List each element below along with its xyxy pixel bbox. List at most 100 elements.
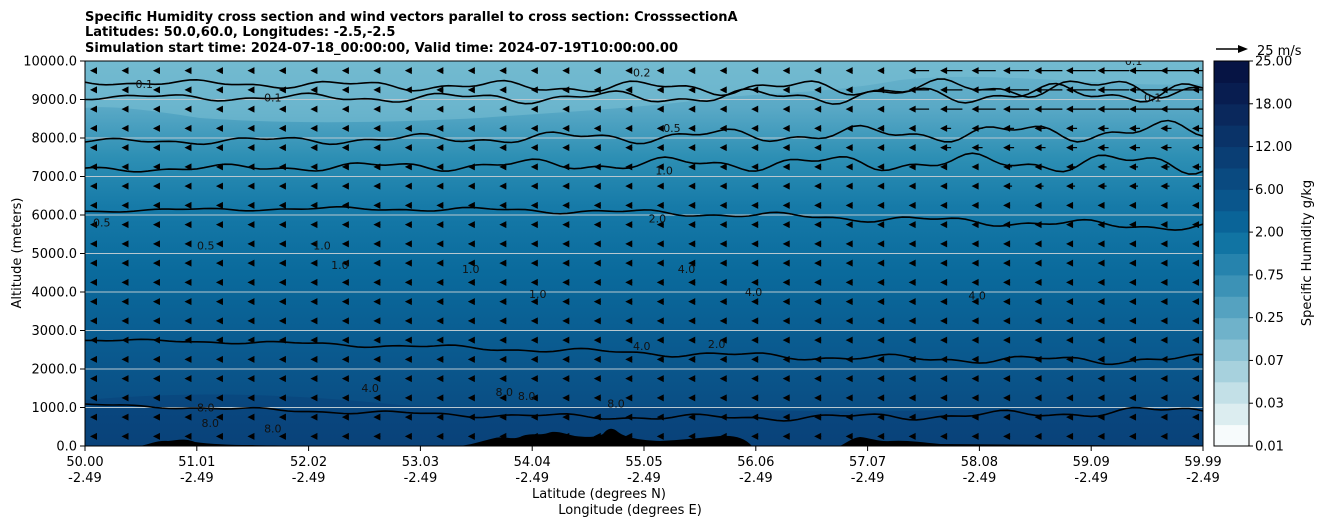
wind-vector-head (845, 278, 853, 286)
wind-vector-head (593, 413, 601, 421)
wind-vector-head (1003, 144, 1011, 152)
wind-vector-head (782, 259, 790, 267)
wind-vector-head (908, 163, 916, 171)
wind-vector-head (688, 355, 696, 363)
wind-vector-head (908, 67, 916, 75)
wind-vector-head (562, 298, 570, 306)
wind-vector-head (845, 375, 853, 383)
wind-vector-head (436, 163, 444, 171)
wind-vector-head (877, 182, 885, 190)
wind-vector-head (184, 221, 192, 229)
wind-vector-head (908, 317, 916, 325)
wind-vector-head (404, 67, 412, 75)
wind-vector-head (530, 413, 538, 421)
wind-vector-head (215, 201, 223, 209)
wind-vector-head (814, 278, 822, 286)
wind-vector-head (404, 432, 412, 440)
wind-vector-head (341, 201, 349, 209)
wind-vector-head (530, 317, 538, 325)
wind-vector-head (814, 124, 822, 132)
wind-vector-head (215, 124, 223, 132)
wind-vector-head (1192, 201, 1199, 209)
contour-label: 0.1 (1125, 55, 1143, 68)
wind-vector-head (404, 240, 412, 248)
wind-vector-head (152, 163, 160, 171)
wind-vector-head (782, 432, 790, 440)
wind-vector-head (782, 413, 790, 421)
wind-vector-head (184, 240, 192, 248)
wind-vector-head (1066, 163, 1074, 171)
wind-vector-head (877, 163, 885, 171)
wind-vector-head (814, 163, 822, 171)
wind-vector-head (562, 413, 570, 421)
wind-vector-head (751, 67, 759, 75)
wind-vector-head (310, 413, 318, 421)
contour-line (85, 206, 1203, 231)
wind-vector-head (1129, 336, 1137, 344)
wind-vector-head (1003, 124, 1011, 132)
wind-vector-head (782, 105, 790, 113)
wind-vector-head (1129, 182, 1137, 190)
wind-vector-head (593, 144, 601, 152)
wind-vector-head (814, 298, 822, 306)
wind-vector-head (467, 432, 475, 440)
wind-vector-head (436, 67, 444, 75)
wind-vector-head (845, 144, 853, 152)
wind-vector-head (877, 105, 885, 113)
wind-vector-head (940, 240, 948, 248)
title-line-2: Latitudes: 50.0,60.0, Longitudes: -2.5,-… (85, 25, 395, 40)
wind-vector-head (1066, 182, 1074, 190)
wind-vector-head (877, 394, 885, 402)
wind-vector-head (247, 259, 255, 267)
wind-vector-head (719, 317, 727, 325)
wind-vector-head (908, 336, 916, 344)
wind-vector-head (247, 86, 255, 94)
wind-vector-head (310, 144, 318, 152)
wind-vector-head (278, 105, 286, 113)
wind-vector-head (940, 124, 948, 132)
wind-vector-head (247, 124, 255, 132)
wind-vector-head (247, 144, 255, 152)
wind-vector-head (1160, 336, 1168, 344)
wind-vector-head (814, 201, 822, 209)
wind-vector-head (1097, 221, 1105, 229)
wind-vector-head (247, 67, 255, 75)
wind-vector-head (215, 144, 223, 152)
wind-vector-head (908, 394, 916, 402)
wind-vector-head (310, 355, 318, 363)
wind-vector-head (310, 124, 318, 132)
wind-vector-head (341, 67, 349, 75)
wind-vector-head (940, 432, 948, 440)
wind-vector-head (562, 144, 570, 152)
wind-vector-head (845, 201, 853, 209)
contour-label: 8.0 (607, 398, 625, 411)
wind-vector-head (940, 336, 948, 344)
wind-vector-head (1034, 336, 1042, 344)
wind-vector-head (436, 221, 444, 229)
chart-title: Specific Humidity cross section and wind… (85, 10, 738, 56)
wind-vector-head (247, 201, 255, 209)
wind-vector-head (1129, 163, 1137, 171)
wind-vector-head (719, 336, 727, 344)
wind-vector-head (782, 240, 790, 248)
contour-label: 1.0 (313, 240, 331, 253)
wind-vector-head (436, 124, 444, 132)
wind-vector-head (688, 317, 696, 325)
colorbar-tick-label: 0.03 (1255, 397, 1284, 412)
wind-vector-head (152, 221, 160, 229)
wind-vector-head (1066, 124, 1074, 132)
wind-vector-head (656, 67, 664, 75)
y-tick-label: 9000.0 (32, 93, 78, 108)
wind-vector-head (184, 67, 192, 75)
wind-vector-head (278, 221, 286, 229)
wind-vector-head (121, 259, 129, 267)
wind-vector-head (593, 259, 601, 267)
wind-vector-head (593, 67, 601, 75)
wind-vector-head (814, 355, 822, 363)
contour-label: 1.0 (529, 288, 547, 301)
wind-vector-head (467, 221, 475, 229)
wind-vector-head (562, 278, 570, 286)
wind-vector-head (373, 394, 381, 402)
wind-vector-head (530, 240, 538, 248)
colorbar-tick-label: 12.00 (1255, 140, 1292, 155)
